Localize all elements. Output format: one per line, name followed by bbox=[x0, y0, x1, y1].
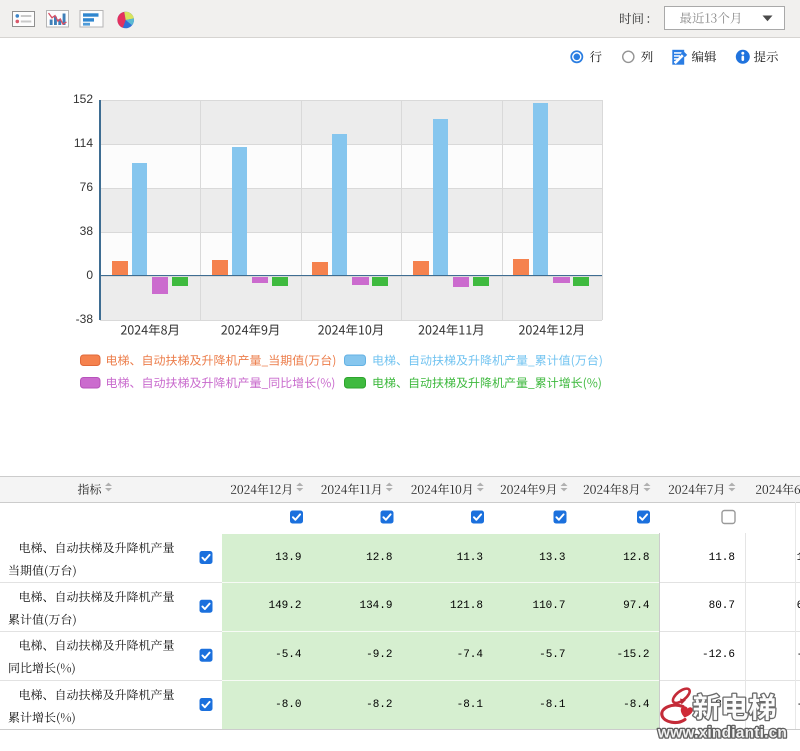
svg-text:www.xindianti.cn: www.xindianti.cn bbox=[657, 725, 787, 742]
